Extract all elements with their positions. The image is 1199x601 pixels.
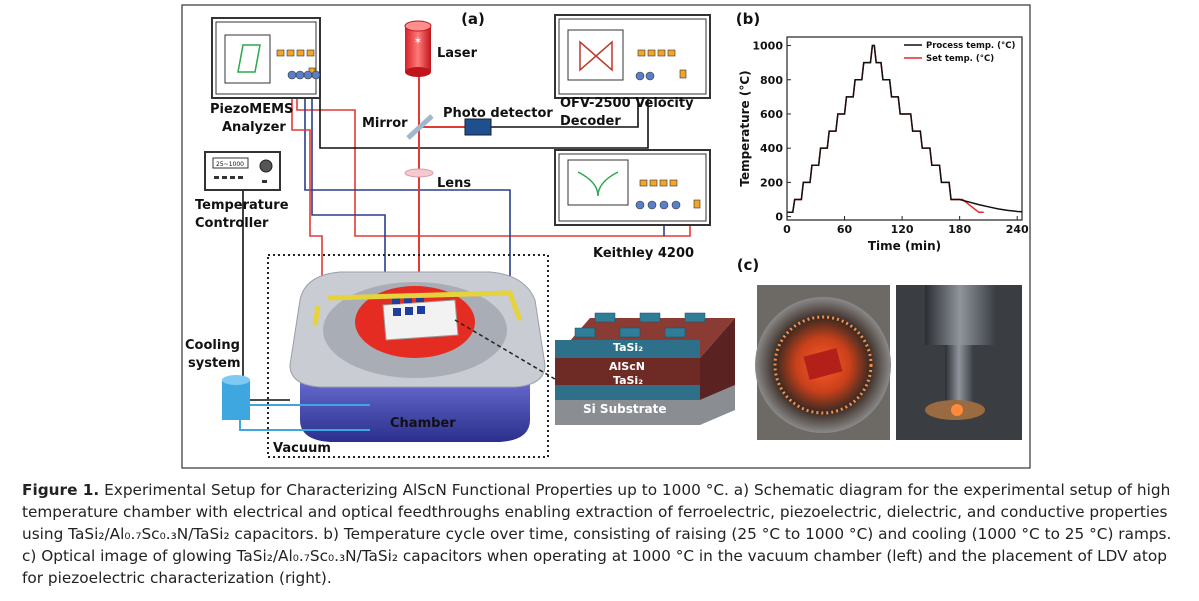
y-tick-label: 600 <box>760 108 783 121</box>
layer-label: AlScN <box>609 360 645 373</box>
temperature-controller <box>204 151 281 191</box>
layer-label: Si Substrate <box>583 402 666 416</box>
laser: ✶ <box>404 20 432 77</box>
panel-label: (c) <box>737 256 760 274</box>
label: system <box>188 356 241 371</box>
display: 25~1000 <box>216 161 244 168</box>
panel-label: (b) <box>736 10 760 28</box>
label: Controller <box>195 216 269 231</box>
label: Lens <box>437 176 471 191</box>
label: PiezoMEMS <box>210 102 293 117</box>
x-tick-label: 60 <box>837 223 853 236</box>
photo-left <box>755 285 891 440</box>
label: Photo detector <box>443 106 553 121</box>
layer-label: TaSi₂ <box>613 341 643 354</box>
label: Analyzer <box>222 120 286 135</box>
y-tick-label: 0 <box>775 211 783 224</box>
svg-text:✶: ✶ <box>414 36 422 47</box>
label: Decoder <box>560 114 621 129</box>
label: Cooling <box>185 338 240 353</box>
data-line <box>787 44 1023 214</box>
y-axis-label: Temperature (°C) <box>738 70 752 186</box>
y-tick-label: 800 <box>760 74 783 87</box>
x-tick-label: 180 <box>948 223 971 236</box>
x-axis-label: Time (min) <box>868 239 941 253</box>
caption-text: Experimental Setup for Characterizing Al… <box>22 481 1172 587</box>
label: Vacuum <box>273 441 331 456</box>
label: Laser <box>437 46 478 61</box>
vacuum-box <box>267 254 549 458</box>
mirror <box>406 114 434 140</box>
y-tick-label: 400 <box>760 142 783 155</box>
ofv-decoder <box>554 14 711 99</box>
x-tick-label: 240 <box>1006 223 1029 236</box>
legend-label: Set temp. (°C) <box>926 54 994 64</box>
photo-detector <box>464 118 492 136</box>
layer-label: TaSi₂ <box>613 374 643 387</box>
label: Mirror <box>362 116 408 131</box>
y-tick-label: 1000 <box>752 40 783 53</box>
y-tick-label: 200 <box>760 176 783 189</box>
caption-label: Figure 1. <box>22 481 100 499</box>
panel-label: (a) <box>461 10 485 28</box>
chamber <box>289 271 566 442</box>
label: Chamber <box>390 416 456 431</box>
lens <box>404 168 434 178</box>
label: Temperature <box>195 198 289 213</box>
piezomems-analyzer <box>211 17 321 99</box>
legend-label: Process temp. (°C) <box>926 41 1015 51</box>
plot-area <box>786 36 1023 221</box>
label: Keithley 4200 <box>593 246 694 261</box>
chart: 0 60 120 180 240 0 200 400 600 800 1000 Time (min) T… <box>738 40 1029 253</box>
x-tick-label: 0 <box>783 223 791 236</box>
layer-stack <box>555 312 735 425</box>
cooling-system <box>222 375 370 431</box>
x-tick-label: 120 <box>891 223 914 236</box>
figure: ✶ <box>181 4 1031 469</box>
label: OFV-2500 Velocity <box>560 96 694 111</box>
keithley <box>554 149 711 226</box>
photo-right <box>896 285 1022 440</box>
caption: Figure 1. Experimental Setup for Charact… <box>22 479 1187 589</box>
